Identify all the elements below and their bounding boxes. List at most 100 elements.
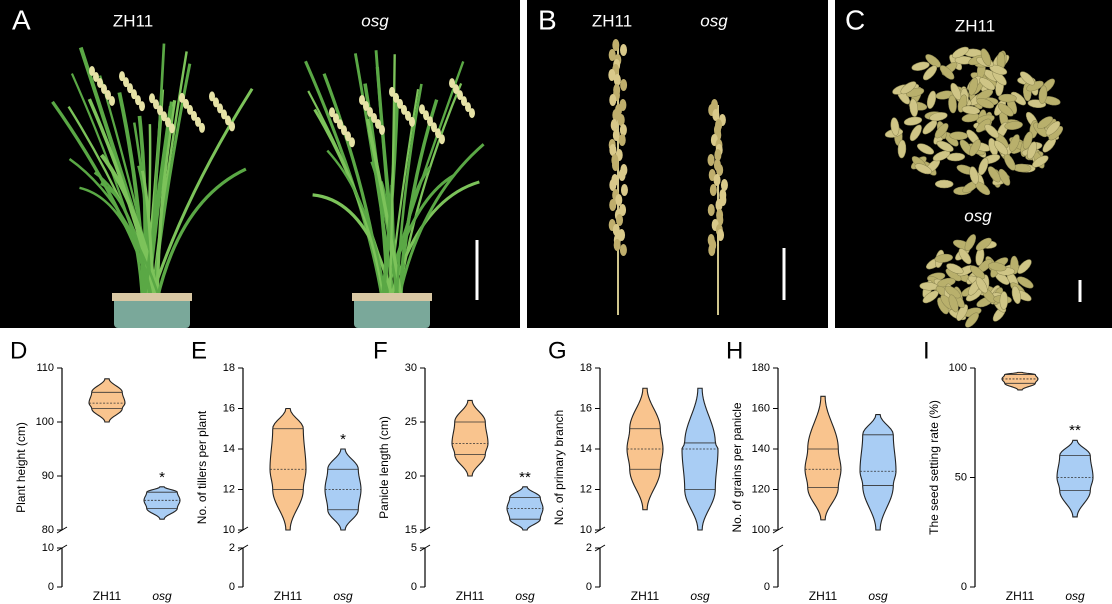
- grain: [367, 106, 373, 117]
- grain: [401, 104, 407, 115]
- panel-letter: B: [538, 4, 557, 35]
- grain: [427, 116, 433, 127]
- seed: [936, 140, 954, 152]
- x-tick-label: osg: [333, 589, 353, 603]
- grain: [716, 164, 724, 176]
- violin: [143, 486, 181, 520]
- y-tick-label: 2: [229, 542, 235, 554]
- grain: [225, 115, 231, 126]
- grain: [620, 44, 628, 56]
- y-tick-label: 10: [223, 524, 235, 536]
- grain: [217, 103, 223, 114]
- grain: [221, 109, 227, 120]
- grain: [97, 77, 103, 88]
- leaf: [155, 167, 247, 301]
- label: ZH11: [592, 11, 632, 30]
- grain: [461, 96, 467, 107]
- panel-letter: A: [12, 4, 31, 35]
- y-tick-label: 2: [586, 542, 592, 554]
- violin: [88, 378, 126, 423]
- seed: [988, 262, 1007, 272]
- seed: [950, 82, 962, 101]
- grain: [337, 119, 343, 130]
- seed: [923, 65, 938, 81]
- y-tick-label: 15: [405, 524, 417, 536]
- seed: [1009, 134, 1020, 152]
- y-tick-label: 0: [229, 581, 235, 593]
- grain: [608, 69, 616, 81]
- label: ZH11: [113, 11, 153, 30]
- seed: [998, 168, 1011, 186]
- leaf: [100, 182, 144, 301]
- y-tick-label: 10: [42, 542, 54, 554]
- grain: [619, 124, 627, 136]
- leaf: [117, 92, 146, 301]
- seed: [934, 179, 954, 189]
- y-axis-label: Plant height (cm): [14, 422, 28, 513]
- x-tick-label: ZH11: [456, 589, 485, 603]
- seed: [984, 124, 1000, 139]
- leaf: [312, 193, 395, 301]
- y-tick-label: 10: [580, 524, 592, 536]
- grain: [618, 169, 626, 181]
- x-tick-label: ZH11: [274, 589, 303, 603]
- x-tick-label: osg: [1065, 589, 1085, 603]
- grain: [449, 78, 455, 89]
- y-tick-label: 18: [223, 362, 235, 374]
- grain: [469, 108, 475, 119]
- seed: [969, 265, 986, 280]
- panel-letter: I: [923, 337, 930, 364]
- leaf: [395, 83, 423, 301]
- grain: [93, 71, 99, 82]
- y-tick-label: 50: [955, 471, 967, 483]
- seed: [979, 77, 996, 91]
- grain: [195, 116, 201, 127]
- seed: [934, 123, 949, 139]
- leaf: [397, 143, 485, 301]
- violin: [1056, 439, 1094, 518]
- pot-rim: [112, 293, 192, 301]
- grain: [616, 214, 624, 226]
- seed: [998, 93, 1017, 103]
- y-tick-label: 90: [42, 470, 54, 482]
- y-axis-label: No. of tillers per plant: [195, 410, 209, 524]
- axis-break: [772, 526, 784, 552]
- x-tick-label: ZH11: [1006, 589, 1035, 603]
- panel-letter: G: [548, 337, 567, 364]
- grain: [359, 94, 365, 105]
- grain: [620, 79, 628, 91]
- grain: [439, 134, 445, 145]
- grain: [169, 123, 175, 134]
- grain: [333, 113, 339, 124]
- grain: [157, 105, 163, 116]
- grain: [161, 111, 167, 122]
- seed: [917, 143, 935, 155]
- seed: [1045, 121, 1061, 136]
- violin: [804, 395, 842, 521]
- grain: [613, 74, 621, 86]
- grain: [620, 184, 628, 196]
- grain: [707, 154, 715, 166]
- grain: [341, 125, 347, 136]
- grain: [183, 98, 189, 109]
- seed: [1016, 276, 1034, 289]
- grain: [165, 117, 171, 128]
- grain: [89, 65, 95, 76]
- seed: [976, 89, 994, 101]
- grain: [610, 119, 618, 131]
- axis-break: [237, 526, 249, 552]
- grain: [713, 174, 721, 186]
- panel-b-photo: [527, 0, 828, 328]
- grain: [123, 77, 129, 88]
- seed: [1032, 155, 1049, 168]
- grain: [720, 179, 728, 191]
- seed: [997, 103, 1014, 117]
- grain: [615, 194, 623, 206]
- y-tick-label: 30: [405, 362, 417, 374]
- y-tick-label: 0: [48, 581, 54, 593]
- y-tick-label: 5: [411, 542, 417, 554]
- y-axis-label: No. of primary branch: [552, 410, 566, 525]
- panel-letter: F: [373, 337, 388, 364]
- seed: [975, 237, 992, 251]
